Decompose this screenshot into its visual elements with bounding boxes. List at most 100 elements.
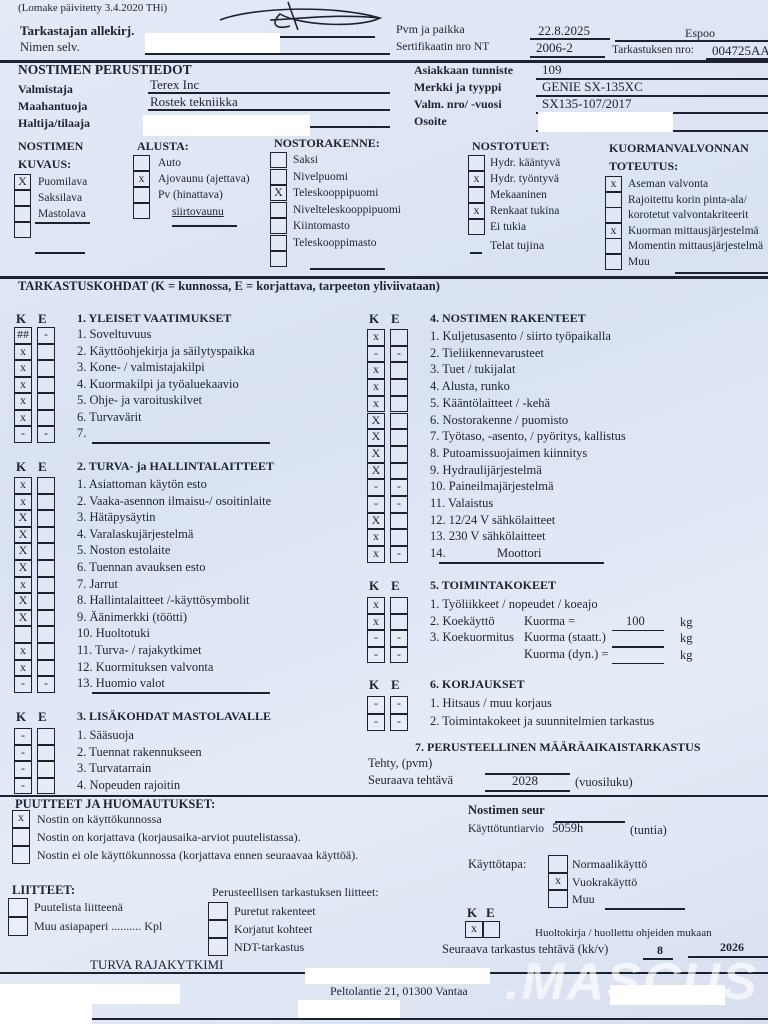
k-checkbox[interactable]: -	[14, 728, 32, 745]
k-checkbox[interactable]: -	[367, 345, 385, 363]
k-checkbox[interactable]: x	[367, 546, 385, 563]
e-checkbox[interactable]	[390, 529, 408, 547]
k-checkbox[interactable]: x	[14, 576, 32, 594]
e-checkbox[interactable]	[37, 659, 55, 677]
checkbox[interactable]	[605, 253, 622, 270]
e-checkbox[interactable]	[37, 593, 55, 610]
checkbox[interactable]	[270, 152, 287, 168]
checkbox[interactable]	[270, 201, 287, 218]
k-checkbox[interactable]: -	[14, 761, 32, 778]
e-checkbox[interactable]: -	[390, 546, 408, 563]
e-checkbox[interactable]	[390, 597, 408, 614]
k-checkbox[interactable]: X	[367, 429, 385, 446]
k-checkbox[interactable]	[14, 626, 32, 643]
e-checkbox[interactable]	[37, 376, 55, 393]
service-e-checkbox[interactable]	[483, 921, 500, 938]
checkbox[interactable]: x	[133, 171, 150, 187]
e-checkbox[interactable]	[37, 409, 55, 426]
e-checkbox[interactable]	[37, 761, 55, 778]
checkbox[interactable]	[270, 251, 287, 267]
e-checkbox[interactable]	[390, 512, 408, 530]
k-checkbox[interactable]: x	[14, 493, 32, 511]
checkbox[interactable]	[208, 902, 228, 920]
service-k-checkbox[interactable]: x	[465, 921, 483, 938]
k-checkbox[interactable]: -	[14, 426, 32, 443]
checkbox[interactable]	[468, 187, 485, 203]
k-checkbox[interactable]: -	[367, 630, 385, 647]
k-checkbox[interactable]: -	[14, 777, 32, 794]
k-checkbox[interactable]: x	[367, 329, 385, 346]
k-checkbox[interactable]: x	[367, 362, 385, 380]
checkbox[interactable]: X	[14, 174, 31, 190]
e-checkbox[interactable]: -	[390, 479, 408, 496]
checkbox[interactable]	[270, 234, 287, 251]
e-checkbox[interactable]	[390, 462, 408, 480]
e-checkbox[interactable]	[37, 360, 55, 377]
checkbox[interactable]	[12, 828, 30, 846]
checkbox[interactable]: x	[468, 171, 485, 187]
checkbox[interactable]	[468, 155, 485, 171]
checkbox[interactable]: x	[468, 203, 485, 219]
k-checkbox[interactable]: X	[367, 412, 385, 430]
checkbox[interactable]	[14, 222, 31, 238]
e-checkbox[interactable]: -	[37, 426, 55, 443]
e-checkbox[interactable]	[37, 609, 55, 627]
k-checkbox[interactable]: x	[367, 529, 385, 547]
checkbox[interactable]	[8, 917, 28, 936]
k-checkbox[interactable]: -	[367, 646, 385, 663]
k-checkbox[interactable]: x	[14, 360, 32, 377]
k-checkbox[interactable]: x	[14, 659, 32, 677]
e-checkbox[interactable]	[37, 777, 55, 794]
k-checkbox[interactable]: -	[14, 676, 32, 693]
k-checkbox[interactable]: -	[14, 744, 32, 761]
e-checkbox[interactable]	[390, 613, 408, 630]
k-checkbox[interactable]: x	[14, 376, 32, 393]
k-checkbox[interactable]: X	[14, 609, 32, 627]
e-checkbox[interactable]	[37, 728, 55, 745]
k-checkbox[interactable]: X	[14, 560, 32, 577]
checkbox[interactable]: x	[12, 810, 30, 828]
e-checkbox[interactable]	[37, 626, 55, 643]
k-checkbox[interactable]: X	[14, 593, 32, 610]
checkbox[interactable]	[270, 168, 287, 185]
checkbox[interactable]	[14, 190, 31, 206]
e-checkbox[interactable]	[37, 576, 55, 594]
e-checkbox[interactable]: -	[390, 496, 408, 513]
e-checkbox[interactable]	[390, 395, 408, 413]
e-checkbox[interactable]	[37, 543, 55, 560]
e-checkbox[interactable]	[37, 560, 55, 577]
k-checkbox[interactable]: X	[14, 526, 32, 544]
e-checkbox[interactable]	[390, 429, 408, 446]
k-checkbox[interactable]: X	[367, 512, 385, 530]
k-checkbox[interactable]: x	[14, 393, 32, 410]
checkbox[interactable]	[605, 191, 622, 208]
e-checkbox[interactable]: -	[390, 646, 408, 663]
k-checkbox[interactable]: x	[367, 395, 385, 413]
k-checkbox[interactable]: X	[14, 543, 32, 560]
k-checkbox[interactable]: X	[367, 445, 385, 463]
e-checkbox[interactable]	[390, 379, 408, 396]
checkbox[interactable]	[605, 238, 622, 254]
e-checkbox[interactable]: -	[390, 630, 408, 647]
e-checkbox[interactable]	[390, 412, 408, 430]
k-checkbox[interactable]: x	[367, 379, 385, 396]
k-checkbox[interactable]: x	[14, 409, 32, 426]
k-checkbox[interactable]: ##	[14, 327, 32, 344]
checkbox[interactable]	[270, 218, 287, 234]
checkbox[interactable]	[208, 920, 228, 938]
k-checkbox[interactable]: -	[367, 496, 385, 513]
checkbox[interactable]: X	[270, 185, 287, 201]
checkbox[interactable]	[133, 187, 150, 203]
e-checkbox[interactable]	[37, 526, 55, 544]
k-checkbox[interactable]: x	[14, 643, 32, 660]
use-checkbox[interactable]	[548, 890, 568, 908]
e-checkbox[interactable]: -	[390, 713, 408, 731]
use-checkbox[interactable]: x	[548, 872, 568, 890]
e-checkbox[interactable]	[390, 445, 408, 463]
checkbox[interactable]	[133, 155, 150, 171]
k-checkbox[interactable]: X	[367, 462, 385, 480]
k-checkbox[interactable]: -	[367, 479, 385, 496]
checkbox[interactable]	[468, 219, 485, 235]
e-checkbox[interactable]	[37, 643, 55, 660]
checkbox[interactable]	[14, 206, 31, 222]
